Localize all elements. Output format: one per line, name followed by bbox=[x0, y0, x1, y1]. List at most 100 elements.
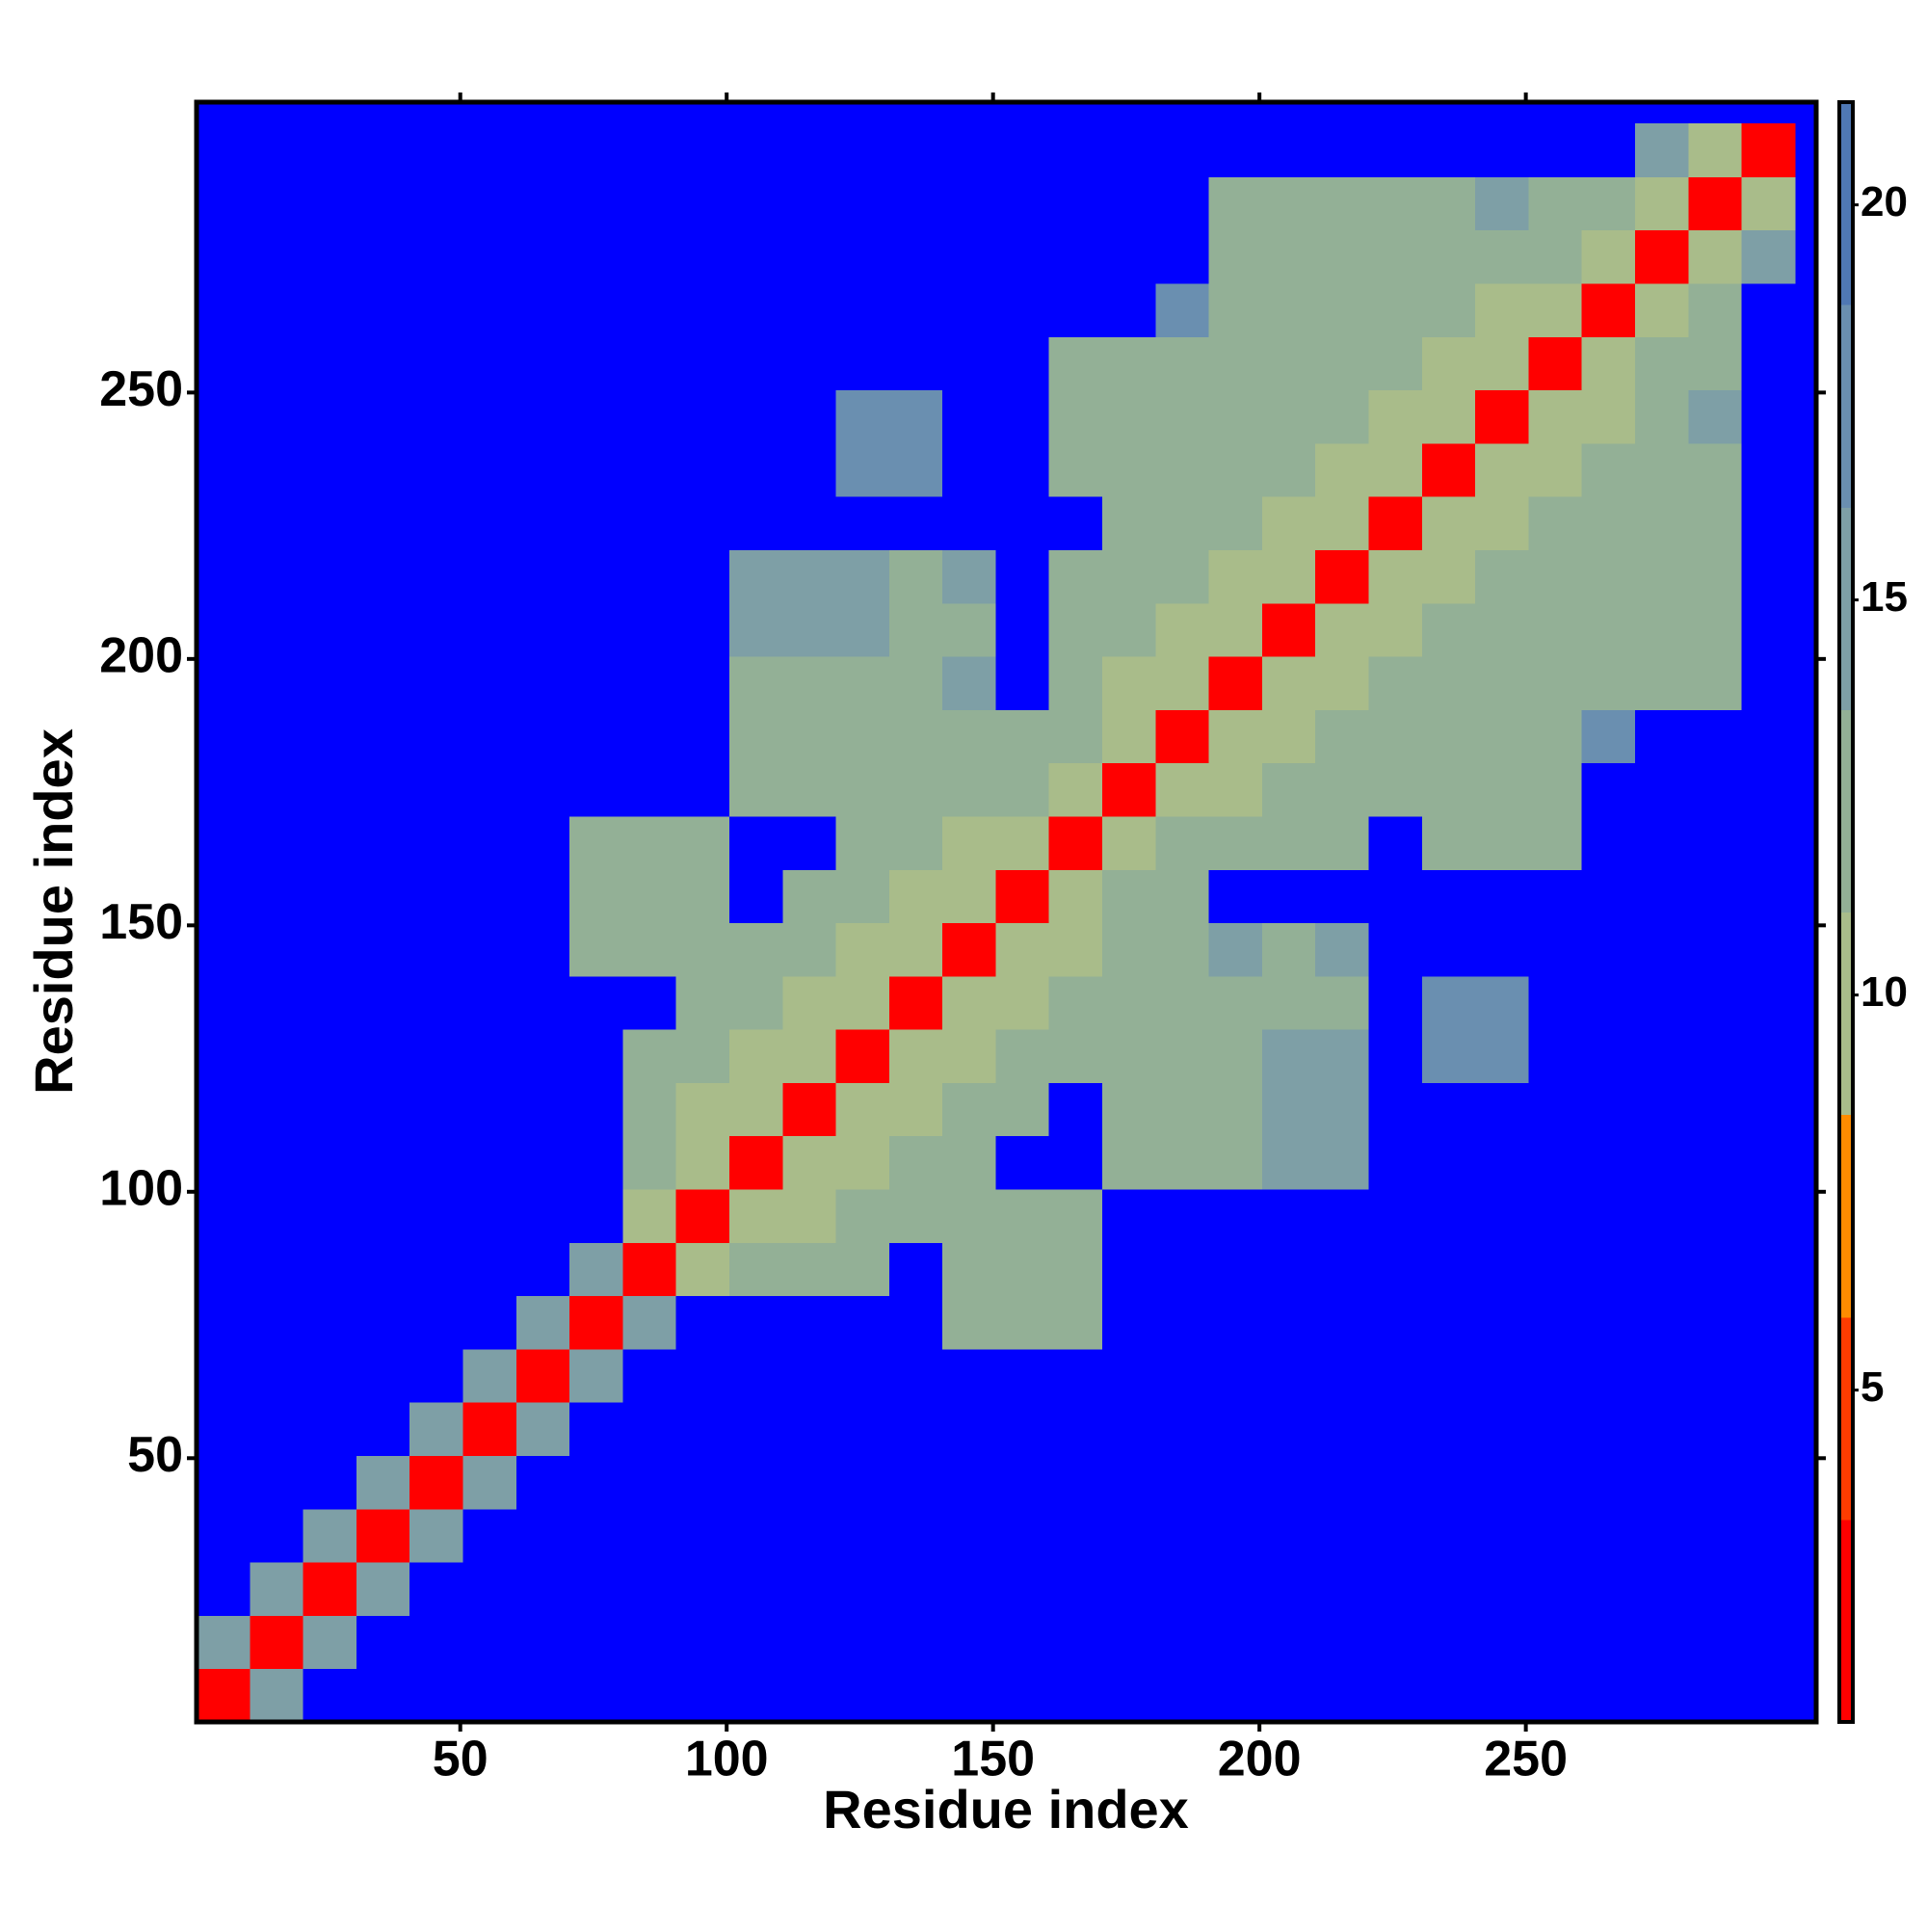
heatmap-cell bbox=[1475, 336, 1529, 391]
heatmap-cell bbox=[356, 1348, 410, 1403]
heatmap-cell bbox=[1475, 869, 1529, 924]
heatmap-cell bbox=[250, 656, 304, 710]
heatmap-cell bbox=[462, 389, 517, 444]
heatmap-cell bbox=[197, 1508, 251, 1563]
heatmap-cell bbox=[888, 815, 943, 870]
heatmap-cell bbox=[1155, 1615, 1210, 1670]
heatmap-cell bbox=[356, 229, 410, 284]
heatmap-cell bbox=[1102, 1242, 1156, 1297]
heatmap-cell bbox=[675, 229, 730, 284]
heatmap-cell bbox=[622, 1135, 677, 1190]
heatmap-cell bbox=[197, 1402, 251, 1457]
heatmap-cell bbox=[356, 336, 410, 391]
heatmap-cell bbox=[1048, 496, 1103, 550]
heatmap-cell bbox=[1528, 1562, 1583, 1616]
heatmap-cell bbox=[462, 1562, 517, 1616]
heatmap-cell bbox=[1208, 1668, 1263, 1723]
heatmap-cell bbox=[1421, 229, 1476, 284]
heatmap-cell bbox=[1581, 656, 1636, 710]
heatmap-cell bbox=[782, 709, 837, 764]
heatmap-cell bbox=[942, 1615, 996, 1670]
heatmap-cell bbox=[675, 389, 730, 444]
heatmap-cell bbox=[728, 1668, 783, 1723]
heatmap-cell bbox=[409, 656, 463, 710]
heatmap-cell bbox=[782, 123, 837, 177]
heatmap-cell bbox=[1688, 229, 1743, 284]
heatmap-cell bbox=[728, 1402, 783, 1457]
heatmap-cell bbox=[1421, 922, 1476, 977]
heatmap-cell bbox=[942, 442, 996, 497]
heatmap-cell bbox=[462, 815, 517, 870]
heatmap-cell bbox=[1475, 1029, 1529, 1083]
heatmap-cell bbox=[728, 1348, 783, 1403]
heatmap-cell bbox=[1102, 1082, 1156, 1137]
heatmap-cell bbox=[1421, 1295, 1476, 1350]
heatmap-cell bbox=[728, 283, 783, 337]
heatmap-cell bbox=[1741, 496, 1796, 550]
heatmap-cell bbox=[1581, 762, 1636, 817]
heatmap-cell bbox=[1581, 1615, 1636, 1670]
heatmap-cell bbox=[197, 762, 251, 817]
heatmap-cell bbox=[1634, 1295, 1689, 1350]
heatmap-cell bbox=[1102, 442, 1156, 497]
heatmap-cell bbox=[835, 1615, 890, 1670]
heatmap-cell bbox=[1102, 1562, 1156, 1616]
heatmap-cell bbox=[1315, 336, 1370, 391]
heatmap-cell bbox=[197, 496, 251, 550]
heatmap-cell bbox=[462, 1189, 517, 1243]
heatmap-cell bbox=[462, 1668, 517, 1723]
heatmap-cell bbox=[1368, 496, 1423, 550]
heatmap-cell bbox=[515, 1668, 570, 1723]
heatmap-cell bbox=[250, 709, 304, 764]
heatmap-cell bbox=[835, 496, 890, 550]
heatmap-cell bbox=[1155, 176, 1210, 231]
heatmap-cell bbox=[728, 762, 783, 817]
heatmap-cell bbox=[1208, 1402, 1263, 1457]
heatmap-cell bbox=[835, 656, 890, 710]
heatmap-cell bbox=[1421, 1668, 1476, 1723]
heatmap-cell bbox=[1475, 1402, 1529, 1457]
heatmap-cell bbox=[1155, 123, 1210, 177]
heatmap-cell bbox=[835, 1348, 890, 1403]
heatmap-cell bbox=[1421, 869, 1476, 924]
heatmap-cell bbox=[675, 1508, 730, 1563]
heatmap-cell bbox=[1741, 1189, 1796, 1243]
heatmap-cell bbox=[782, 1668, 837, 1723]
heatmap-cell bbox=[1208, 1348, 1263, 1403]
heatmap-cell bbox=[250, 1295, 304, 1350]
heatmap-cell bbox=[942, 815, 996, 870]
heatmap-cell bbox=[782, 1402, 837, 1457]
heatmap-cell bbox=[250, 1455, 304, 1510]
heatmap-cell bbox=[622, 1455, 677, 1510]
heatmap-cell bbox=[1208, 709, 1263, 764]
heatmap-cell bbox=[409, 1562, 463, 1616]
heatmap-cell bbox=[197, 1668, 251, 1723]
heatmap-cell bbox=[1048, 1135, 1103, 1190]
heatmap-cell bbox=[622, 1615, 677, 1670]
heatmap-cell bbox=[1102, 709, 1156, 764]
heatmap-cell bbox=[1368, 442, 1423, 497]
heatmap-cell bbox=[622, 762, 677, 817]
heatmap-cell bbox=[995, 229, 1050, 284]
heatmap-cell bbox=[250, 1189, 304, 1243]
heatmap-cell bbox=[303, 922, 357, 977]
heatmap-cell bbox=[303, 1455, 357, 1510]
heatmap-cell bbox=[1421, 1615, 1476, 1670]
heatmap-cell bbox=[1048, 123, 1103, 177]
heatmap-cell bbox=[303, 389, 357, 444]
heatmap-cell bbox=[1155, 1029, 1210, 1083]
heatmap-cell bbox=[303, 656, 357, 710]
heatmap-cell bbox=[1741, 336, 1796, 391]
heatmap-cell bbox=[1261, 549, 1316, 604]
heatmap-cell bbox=[942, 496, 996, 550]
heatmap-cell bbox=[942, 922, 996, 977]
heatmap-cell bbox=[1475, 176, 1529, 231]
heatmap-cell bbox=[515, 229, 570, 284]
heatmap-cell bbox=[356, 1295, 410, 1350]
heatmap-cell bbox=[835, 922, 890, 977]
heatmap-cell bbox=[1581, 1135, 1636, 1190]
colorbar-tick-label: 15 bbox=[1861, 573, 1908, 621]
heatmap-cell bbox=[1208, 1082, 1263, 1137]
heatmap-cell bbox=[462, 1508, 517, 1563]
heatmap-cell bbox=[622, 1402, 677, 1457]
